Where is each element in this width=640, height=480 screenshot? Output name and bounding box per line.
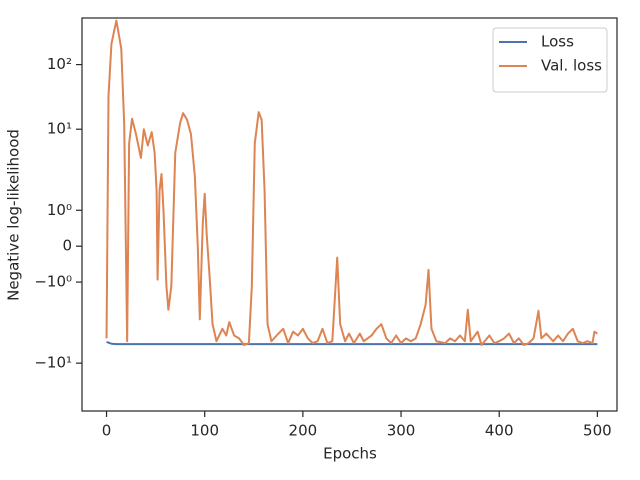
x-tick-label: 300 xyxy=(387,422,416,440)
y-tick-label: −10¹ xyxy=(34,354,72,372)
legend-label: Loss xyxy=(541,33,574,51)
plot-frame xyxy=(81,17,618,412)
legend-label: Val. loss xyxy=(541,57,602,75)
x-tick-label: 400 xyxy=(485,422,514,440)
y-axis-label: Negative log-likelihood xyxy=(5,129,23,301)
x-axis-label: Epochs xyxy=(323,445,377,463)
x-tick-label: 200 xyxy=(289,422,318,440)
y-tick-label: −10⁰ xyxy=(34,273,72,291)
y-tick-label: 10¹ xyxy=(47,120,72,138)
x-tick-label: 100 xyxy=(190,422,219,440)
legend-box xyxy=(492,27,608,93)
y-tick-label: 10² xyxy=(47,55,72,73)
y-tick-label: 0 xyxy=(62,237,72,255)
x-tick-label: 0 xyxy=(102,422,112,440)
line-series xyxy=(105,19,598,347)
y-tick-label: 10⁰ xyxy=(47,201,72,219)
x-tick-label: 500 xyxy=(583,422,612,440)
